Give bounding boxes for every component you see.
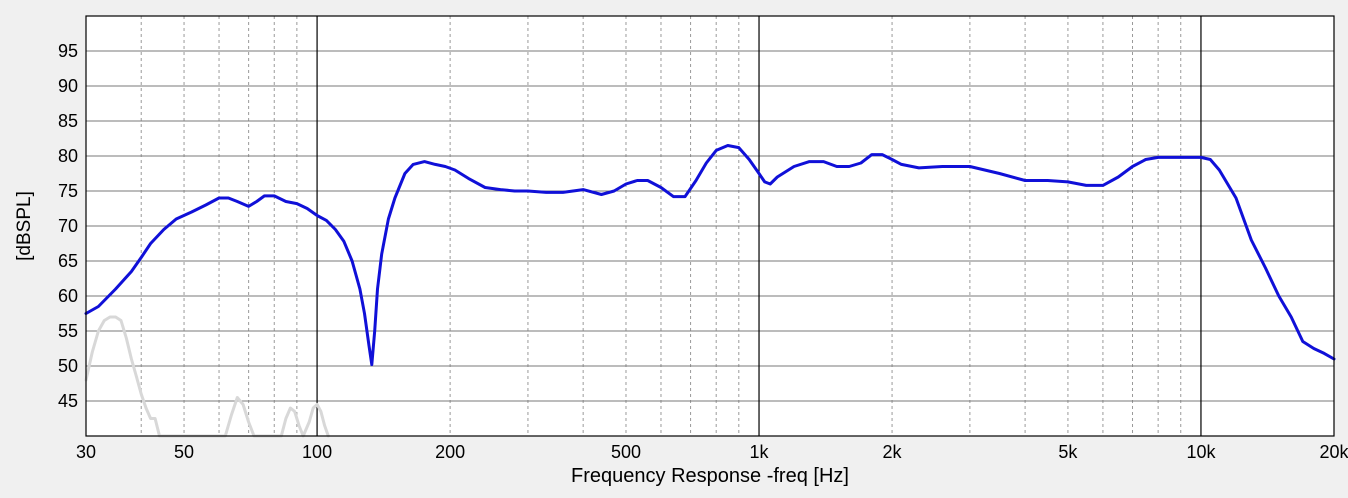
x-tick-label: 50: [174, 442, 194, 462]
major-grid: [316, 16, 1202, 436]
x-tick-label: 1k: [750, 442, 770, 462]
plot-frame: [85, 15, 1335, 437]
x-tick-labels: 30 50 100 200 500 1k 2k 5k 10k 20k: [76, 442, 1348, 462]
x-axis-label: Frequency Response -freq [Hz]: [571, 465, 849, 487]
x-tick-label: 30: [76, 442, 96, 462]
y-tick-labels: 45 50 55 60 65 70 75 80 85 90 95: [58, 41, 78, 411]
y-tick-label: 85: [58, 111, 78, 131]
y-tick-label: 70: [58, 216, 78, 236]
x-tick-label: 10k: [1186, 442, 1216, 462]
y-axis-label: [dBSPL]: [14, 191, 35, 261]
y-tick-label: 75: [58, 181, 78, 201]
x-tick-label: 2k: [883, 442, 903, 462]
x-tick-label: 5k: [1058, 442, 1078, 462]
minor-grid: [86, 16, 1334, 436]
y-tick-label: 55: [58, 321, 78, 341]
x-tick-label: 20k: [1319, 442, 1348, 462]
y-tick-label: 45: [58, 391, 78, 411]
x-tick-label: 500: [611, 442, 641, 462]
series-layer: [84, 144, 1336, 438]
y-tick-label: 95: [58, 41, 78, 61]
x-tick-label: 200: [435, 442, 465, 462]
series-line-1: [84, 315, 330, 438]
y-tick-label: 90: [58, 76, 78, 96]
y-tick-label: 50: [58, 356, 78, 376]
y-tick-label: 80: [58, 146, 78, 166]
y-tick-label: 60: [58, 286, 78, 306]
x-tick-label: 100: [302, 442, 332, 462]
y-tick-label: 65: [58, 251, 78, 271]
series-line-0: [84, 144, 1336, 367]
